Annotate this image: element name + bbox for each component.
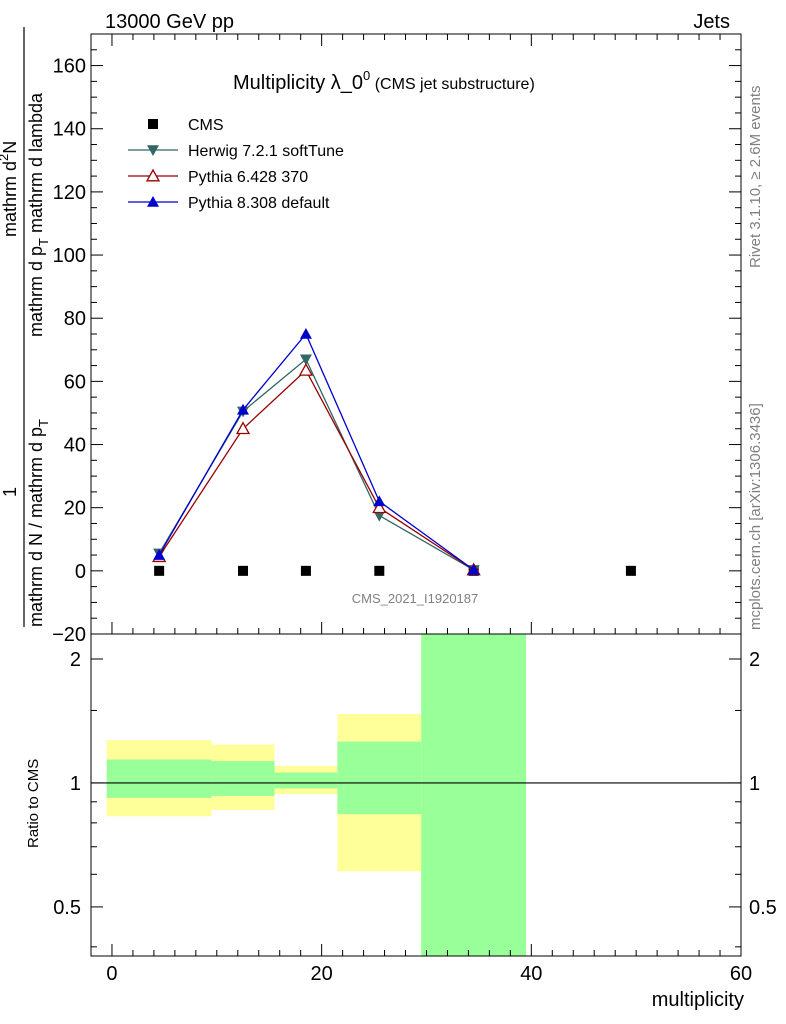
ratio-inner-band-1: [211, 761, 275, 796]
ratio-ytick-label-left-2: 2: [70, 649, 81, 671]
pythia6-point-3: [372, 500, 387, 514]
analysis-watermark: CMS_2021_I1920187: [352, 591, 479, 606]
cms-point-1: [238, 565, 249, 576]
ratio-ytick-label-left-1: 1: [70, 773, 81, 795]
pythia8-point-3: [373, 495, 386, 507]
main-ytick-label-6: 100: [53, 245, 86, 267]
main-ytick-label-7: 120: [53, 182, 86, 204]
ratio-inner-band-3: [337, 741, 422, 815]
pythia6-series-line: [158, 369, 475, 571]
ylabel-main-den: mathrm d pT mathrm d lambda: [26, 92, 51, 337]
herwig-point-3: [373, 510, 386, 522]
main-ytick-label-1: 0: [75, 561, 86, 583]
ratio-bands: [91, 634, 741, 956]
header-category-label: Jets: [693, 11, 730, 33]
ratio-xtick-label-0: 0: [106, 963, 117, 985]
legend-label-pythia8: Pythia 8.308 default: [188, 195, 330, 212]
pythia6-point-2: [298, 362, 314, 376]
cms-point-0: [154, 565, 165, 576]
ratio-xtick-label-3: 60: [730, 963, 752, 985]
main-ytick-label-2: 20: [64, 498, 86, 520]
main-ytick-label-4: 60: [64, 371, 86, 393]
ratio-inner-band-4: [421, 634, 527, 956]
mcplots-credit-label: mcplots.cern.ch [arXiv:1306.3436]: [747, 403, 764, 630]
cms-point-3: [374, 565, 385, 576]
ratio-inner-band-0: [106, 759, 212, 798]
pythia8-point-0: [153, 549, 166, 560]
ylabel-den-text: mathrm d N / mathrm d pT: [26, 419, 51, 627]
main-ytick-label-9: 160: [53, 56, 86, 78]
cms-point-5: [625, 565, 636, 576]
rivet-version-label: Rivet 3.1.10, ≥ 2.6M events: [747, 86, 764, 269]
main-ytick-label-8: 140: [53, 119, 86, 141]
ratio-ytick-label-right-1: 1: [749, 773, 760, 795]
ylabel-num-text: 1: [0, 487, 20, 497]
main-ytick-label-0: −20: [52, 624, 86, 646]
ratio-xtick-label-2: 40: [520, 963, 542, 985]
legend-marker-pythia8: [147, 196, 159, 207]
main-series: [152, 328, 636, 576]
ratio-ytick-label-right-2: 2: [749, 649, 760, 671]
main-ylabel: mathrm d N / mathrm d pT 1 mathrm d pT m…: [0, 27, 51, 627]
plot-title: Multiplicity λ_00 (CMS jet substructure): [233, 68, 535, 94]
legend-marker-herwig: [147, 145, 159, 156]
xlabel: multiplicity: [652, 989, 744, 1011]
pythia8-point-1: [237, 403, 250, 415]
legend-marker-pythia6: [145, 168, 161, 182]
legend-label-herwig: Herwig 7.2.1 softTune: [188, 143, 344, 160]
pythia6-point-1: [235, 421, 251, 435]
ratio-inner-band-2: [274, 772, 338, 789]
pythia8-series-line: [158, 332, 475, 571]
legend-label-cms: CMS: [188, 117, 224, 134]
ylabel-main-num: mathrm d2N: [0, 141, 20, 237]
legend-label-pythia6: Pythia 6.428 370: [188, 169, 308, 186]
axes: −20 0 20 40 60 80 100 120 140 160 0 20 40 60 0.5 0.5 1 1 2…: [52, 33, 777, 985]
pythia8-point-2: [299, 328, 312, 339]
main-ytick-label-5: 80: [64, 308, 86, 330]
ratio-ytick-label-left-0: 0.5: [53, 897, 81, 919]
ratio-ytick-label-right-0: 0.5: [749, 897, 777, 919]
ratio-plot-frame: [90, 633, 742, 957]
header-energy-label: 13000 GeV pp: [105, 11, 234, 33]
ratio-ylabel: Ratio to CMS: [25, 759, 42, 848]
herwig-point-2: [299, 354, 312, 366]
cms-point-2: [300, 565, 311, 576]
main-ytick-label-3: 40: [64, 435, 86, 457]
ratio-xtick-label-1: 20: [311, 963, 333, 985]
pythia8-point-4: [467, 563, 480, 575]
legend-marker-cms: [148, 119, 158, 129]
legend: CMS Herwig 7.2.1 softTune Pythia 6.428 370…: [128, 117, 344, 212]
